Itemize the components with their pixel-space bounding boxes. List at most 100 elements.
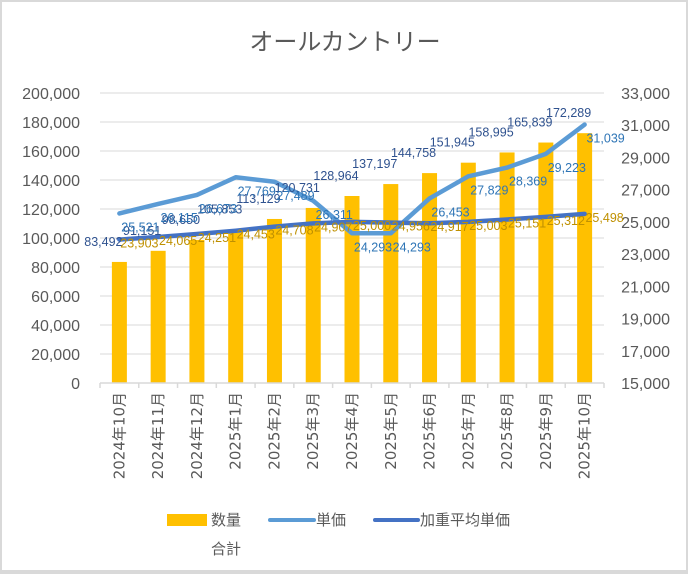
legend-label-unit-price: 単価: [316, 511, 346, 529]
bar: [266, 218, 282, 383]
bar: [499, 152, 515, 383]
x-axis-tick-label: 2025年8月: [498, 392, 516, 470]
legend-item-unit-price[interactable]: 単価: [268, 511, 346, 529]
quantity-data-label: 91,151: [123, 224, 161, 238]
quantity-data-label: 137,197: [352, 157, 397, 171]
x-axis-tick-label: 2025年3月: [304, 392, 322, 470]
bar: [383, 184, 399, 383]
unit-price-data-label: 25,521: [121, 220, 159, 234]
x-axis-tick-label: 2025年5月: [382, 392, 400, 470]
bar: [305, 207, 321, 383]
unit-price-data-label: 24,293: [354, 240, 392, 254]
x-axis-tick-label: 2024年12月: [188, 392, 206, 479]
left-axis-tick-label: 40,000: [31, 318, 80, 335]
bar: [344, 196, 360, 383]
weighted-avg-data-label: 24,907: [314, 220, 352, 234]
legend-label-quantity-line2: 合計: [211, 540, 241, 558]
x-axis-tick-label: 2025年9月: [537, 392, 555, 470]
left-axis-tick-label: 200,000: [22, 86, 80, 103]
unit-price-data-label: 26,311: [316, 208, 353, 222]
quantity-data-label: 83,492: [84, 235, 122, 249]
weighted-avg-line: [117, 211, 587, 242]
unit-price-data-label: 24,293: [393, 240, 431, 254]
quantity-data-label: 105,853: [197, 203, 242, 217]
quantity-data-label: 98,650: [162, 213, 200, 227]
x-axis-tick-label: 2025年4月: [343, 392, 361, 470]
right-axis-tick-label: 29,000: [621, 150, 670, 167]
line-series-unit-price: [117, 122, 587, 236]
left-axis-tick-label: 140,000: [22, 173, 80, 190]
bar-series-quantity: [111, 133, 593, 383]
quantity-data-label: 144,758: [391, 146, 436, 160]
line-series-weighted-avg: [117, 211, 587, 242]
quantity-data-label: 128,964: [313, 169, 358, 183]
bar: [460, 162, 476, 383]
right-axis-tick-label: 15,000: [621, 376, 670, 393]
right-axis-tick-label: 19,000: [621, 312, 670, 329]
bar: [228, 229, 244, 383]
right-axis-tick-label: 27,000: [621, 183, 670, 200]
bar: [538, 142, 554, 383]
unit-price-data-label: 29,223: [548, 161, 586, 175]
x-axis-tick-label: 2025年10月: [576, 392, 594, 479]
chart-title: オールカントリー: [249, 28, 440, 56]
right-axis-tick-label: 33,000: [621, 86, 670, 103]
quantity-data-label: 165,839: [507, 116, 552, 130]
right-axis-tick-label: 17,000: [621, 344, 670, 361]
right-axis-tick-label: 21,000: [621, 279, 670, 296]
legend-label-weighted-avg: 加重平均単価: [420, 511, 510, 529]
weighted-avg-data-label: 24,065: [159, 234, 197, 248]
quantity-data-label: 113,129: [236, 192, 280, 206]
weighted-avg-data-label: 24,917: [430, 220, 468, 234]
legend: 数量 合計 単価 加重平均単価: [167, 511, 510, 558]
x-axis-tick-label: 2025年1月: [227, 392, 245, 470]
unit-price-data-label: 31,039: [586, 132, 624, 146]
right-axis-tick-label: 31,000: [621, 118, 670, 135]
weighted-avg-data-label: 25,498: [585, 211, 623, 225]
legend-item-quantity[interactable]: 数量 合計: [167, 511, 241, 558]
unit-price-data-label: 28,369: [509, 175, 547, 189]
x-axis-tick-label: 2024年10月: [110, 392, 128, 479]
legend-item-weighted-avg[interactable]: 加重平均単価: [373, 511, 510, 529]
weighted-avg-data-label: 25,151: [508, 216, 546, 230]
weighted-avg-data-label: 23,903: [120, 237, 158, 251]
unit-price-data-label: 27,829: [470, 183, 508, 197]
x-axis-tick-label: 2025年7月: [459, 392, 477, 470]
quantity-data-label: 120,731: [275, 181, 320, 195]
x-axis: 2024年10月 2024年11月 2024年12月 2025年1月 2025年2月 20…: [99, 382, 605, 479]
bar: [150, 250, 166, 383]
unit-price-data-label: 26,453: [431, 205, 469, 219]
left-axis-tick-label: 60,000: [31, 289, 80, 306]
weighted-avg-data-label: 25,312: [547, 214, 585, 228]
weighted-avg-data-label: 24,956: [392, 220, 430, 234]
weighted-avg-data-label: 25,000: [353, 219, 391, 233]
legend-label-quantity: 数量: [211, 511, 241, 529]
bar: [577, 133, 593, 383]
unit-price-data-label: 26,115: [160, 211, 197, 225]
x-axis-tick-label: 2025年2月: [265, 392, 283, 470]
unit-price-data-label: 26,673: [199, 202, 237, 216]
weighted-avg-data-label: 24,251: [198, 231, 236, 245]
weighted-avg-data-label: 24,708: [275, 224, 313, 238]
left-axis-tick-label: 100,000: [22, 231, 80, 248]
legend-swatch-quantity: [167, 514, 207, 526]
left-axis-tick-label: 20,000: [31, 347, 80, 364]
left-axis-tick-label: 0: [71, 376, 80, 393]
x-axis-tick-label: 2025年6月: [421, 392, 439, 470]
quantity-data-label: 151,945: [430, 136, 475, 150]
unit-price-line: [117, 122, 587, 236]
left-axis-tick-label: 120,000: [22, 202, 80, 219]
weighted-avg-data-label: 24,453: [237, 228, 275, 242]
x-axis-tick-label: 2024年11月: [149, 392, 167, 479]
unit-price-data-label: 27,489: [276, 189, 314, 203]
right-axis: 15,000 17,000 19,000 21,000 23,000 25,000 27,0…: [621, 86, 670, 393]
weighted-avg-data-label: 25,003: [469, 219, 507, 233]
bar: [422, 173, 438, 383]
left-axis-tick-label: 180,000: [22, 115, 80, 132]
quantity-data-label: 172,289: [546, 106, 591, 120]
bar: [189, 239, 205, 383]
left-axis: 0 20,000 40,000 60,000 80,000 100,000 120,000 1…: [22, 86, 80, 393]
unit-price-data-label: 27,769: [238, 184, 276, 198]
